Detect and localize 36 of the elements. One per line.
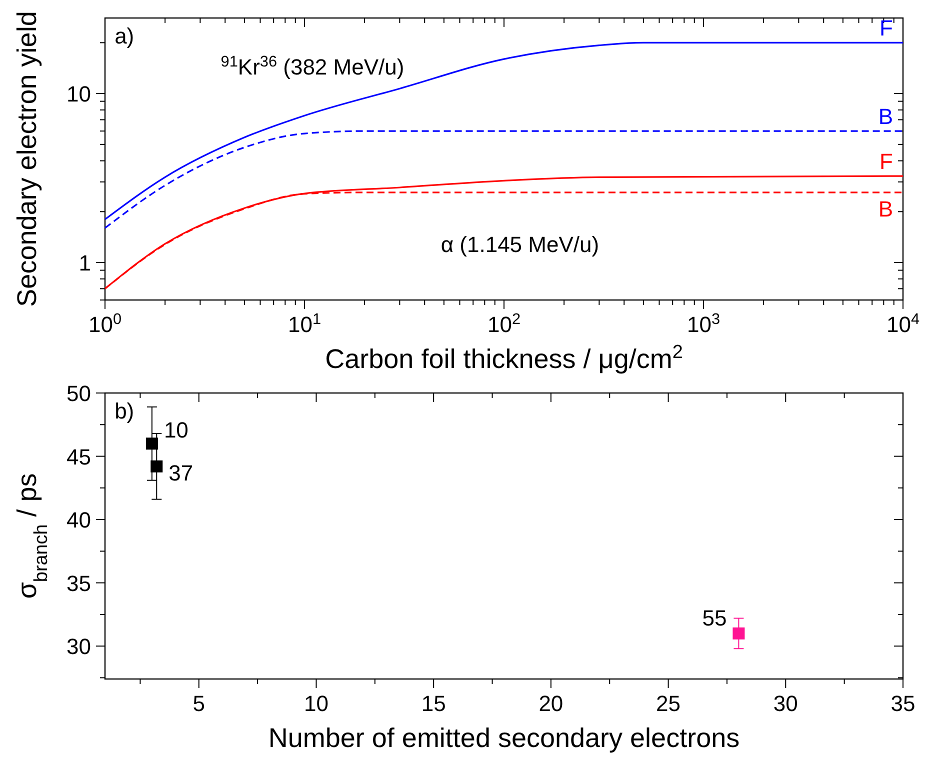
- x-tick-label: 10$^{1}$: [288, 310, 322, 337]
- x-tick-label: 35: [890, 691, 916, 716]
- series-label: F: [880, 16, 893, 41]
- y-tick-label: 45: [66, 444, 91, 470]
- x-tick-label: 15: [421, 691, 446, 716]
- x-tick-label: 10$^{4}$: [886, 310, 920, 337]
- x-tick-label: 5: [192, 691, 206, 716]
- point: [150, 460, 163, 472]
- x-tick-label: 10$^{3}$: [686, 310, 720, 337]
- annotation: $^{91}$Kr$^{36}$ (382 MeV/u): [220, 52, 404, 80]
- x-tick-label: 20: [538, 691, 564, 716]
- x-axis-title: Number of emitted secondary electrons: [268, 723, 740, 753]
- y-tick-label: 40: [66, 508, 91, 533]
- x-tick-label: 10$^{2}$: [487, 310, 521, 337]
- series-label: B: [878, 196, 893, 222]
- annotation: 37: [168, 460, 194, 486]
- y-tick-label: 10: [66, 82, 91, 107]
- y-tick-label: 30: [66, 634, 91, 660]
- annotation: 55: [702, 605, 727, 630]
- y-axis-title: Secondary electron yield: [12, 11, 42, 307]
- series-label: F: [880, 149, 893, 174]
- annotation: 10: [164, 418, 188, 443]
- x-tick-label: 10$^{0}$: [88, 310, 122, 337]
- x-axis-title: Carbon foil thickness / μg/cm$^{2}$: [325, 342, 683, 374]
- x-tick-label: 10: [304, 691, 328, 716]
- annotation: α (1.145 MeV/u): [440, 232, 600, 258]
- x-tick-label: 25: [656, 691, 681, 716]
- y-tick-label: 1: [78, 250, 91, 276]
- y-tick-label: 50: [66, 381, 91, 406]
- annotation: a): [114, 23, 134, 48]
- series-label: B: [878, 104, 893, 130]
- annotation: b): [114, 398, 134, 424]
- x-tick-label: 30: [773, 691, 798, 716]
- point: [146, 438, 158, 450]
- point: [732, 627, 745, 640]
- y-tick-label: 35: [66, 570, 91, 596]
